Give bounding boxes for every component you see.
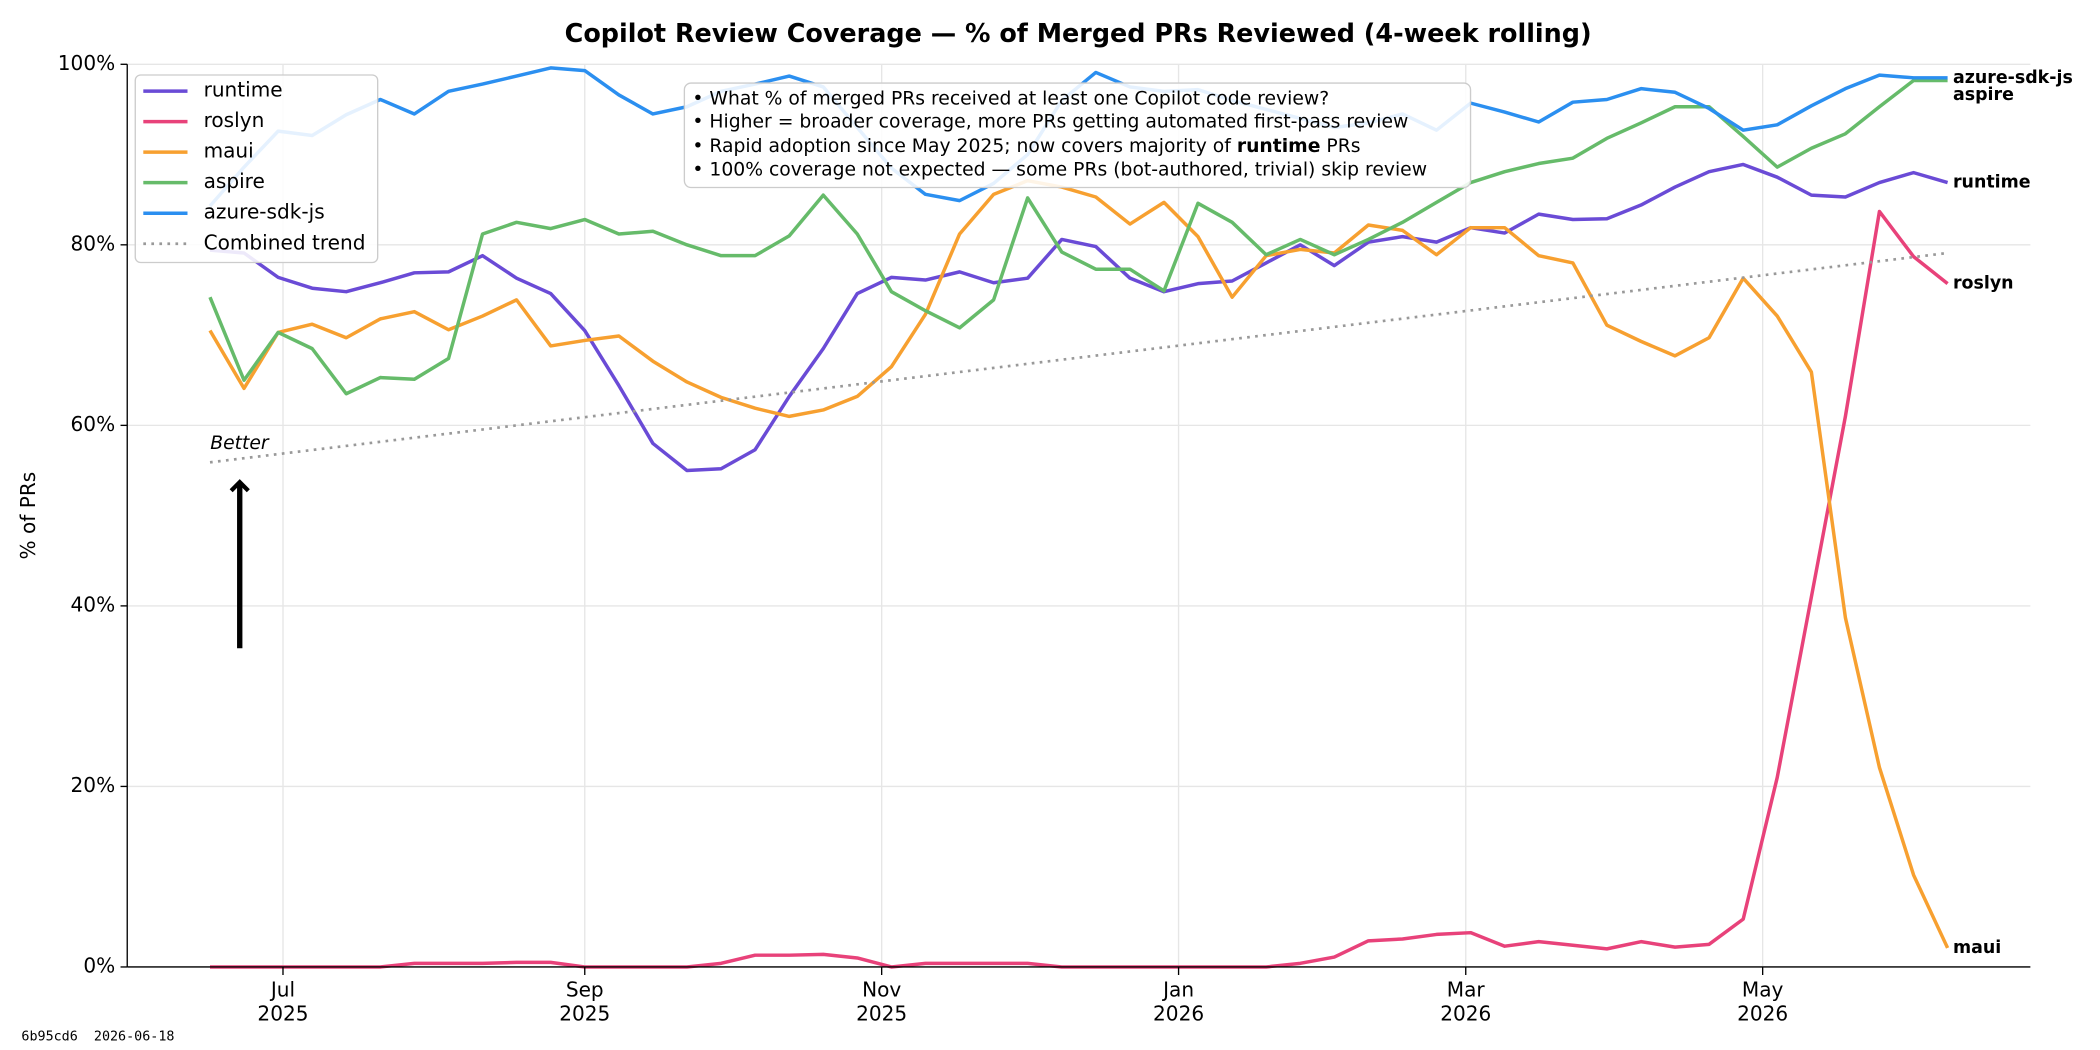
end-label: aspire xyxy=(1953,85,2014,105)
annotation-box: • What % of merged PRs received at least… xyxy=(683,82,1472,189)
x-tick-label: Mar xyxy=(1447,978,1486,1002)
legend-label: Combined trend xyxy=(204,230,366,254)
end-label: azure-sdk-js xyxy=(1953,68,2073,88)
y-tick-label: 100% xyxy=(58,51,115,75)
legend-frame xyxy=(134,74,379,264)
series-line xyxy=(208,78,1948,396)
x-tick-label: 2026 xyxy=(1737,1002,1788,1026)
legend-label: aspire xyxy=(204,169,265,193)
x-tick-label: Jan xyxy=(1161,978,1194,1002)
series-line xyxy=(208,178,1950,949)
y-tick-label: 0% xyxy=(83,953,115,977)
end-label: roslyn xyxy=(1953,274,2014,294)
legend-label: azure-sdk-js xyxy=(204,200,325,224)
legend: runtime roslyn maui aspire azure-sdk-js Combi… xyxy=(134,74,379,264)
annotation-part: runtime xyxy=(1237,135,1321,156)
x-tick-label: 2026 xyxy=(1153,1002,1204,1026)
series-line xyxy=(209,162,1949,473)
arrow-label: Better xyxy=(210,433,270,454)
end-label: maui xyxy=(1953,938,2001,958)
y-tick-label: 60% xyxy=(71,412,116,436)
x-tick-label: 2025 xyxy=(559,1002,610,1026)
annotation-part: • Rapid adoption since May 2025; now cov… xyxy=(692,135,1236,156)
x-tick-label: Jul xyxy=(269,978,295,1002)
legend-label: runtime xyxy=(204,78,283,102)
annotation-frame xyxy=(683,82,1472,189)
annotation-line: • Rapid adoption since May 2025; now cov… xyxy=(692,135,1360,156)
end-label: runtime xyxy=(1953,173,2031,193)
annotation-line: • 100% coverage not expected — some PRs … xyxy=(692,160,1427,181)
x-tick-label: Nov xyxy=(862,978,901,1002)
annotation-part: PRs xyxy=(1320,135,1360,156)
annotation-line: • Higher = broader coverage, more PRs ge… xyxy=(692,111,1408,132)
legend-label: roslyn xyxy=(204,108,265,132)
chart-title: Copilot Review Coverage — % of Merged PR… xyxy=(565,18,1592,48)
x-tick-label: 2026 xyxy=(1440,1002,1491,1026)
y-axis-label: % of PRs xyxy=(16,472,40,560)
y-tick-label: 40% xyxy=(71,592,116,616)
x-tick-label: 2025 xyxy=(856,1002,907,1026)
x-tick-label: 2025 xyxy=(257,1002,308,1026)
legend-label: maui xyxy=(204,139,254,163)
grid xyxy=(127,63,2031,968)
series-line xyxy=(209,251,1948,464)
footer: 6b95cd6 2026-06-18 xyxy=(21,1030,174,1045)
x-tick-label: Sep xyxy=(566,978,604,1002)
y-tick-label: 20% xyxy=(71,773,116,797)
annotation-line: • What % of merged PRs received at least… xyxy=(692,89,1329,110)
x-tick-label: May xyxy=(1742,978,1784,1002)
y-tick-label: 80% xyxy=(71,231,116,255)
